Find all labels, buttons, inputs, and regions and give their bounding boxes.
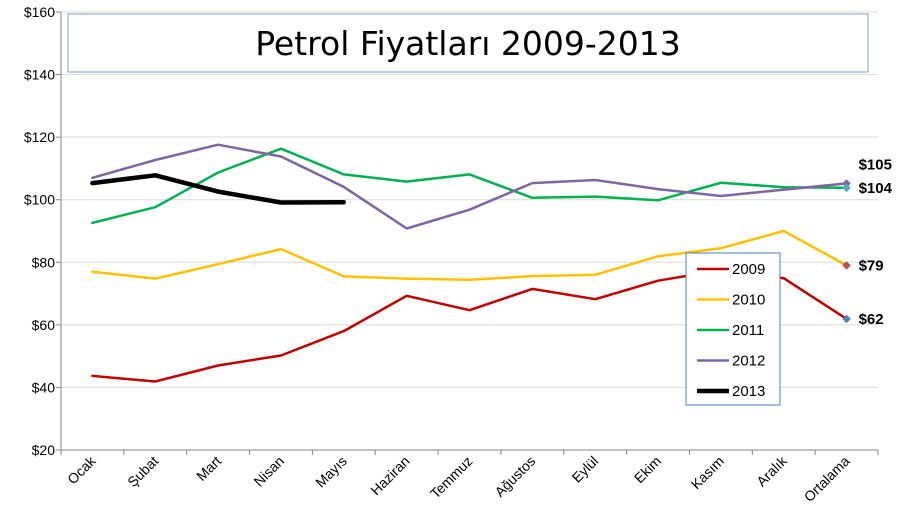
y-tick-label: $160 [24,4,55,20]
average-label-2010: $79 [859,257,884,274]
average-marker-2010 [842,261,851,270]
y-tick-label: $20 [32,442,56,458]
x-tick-label: Aralık [753,452,790,489]
gridlines [61,11,878,388]
series-lines [90,143,848,383]
x-tick-labels: Ocak Şubat Mart Nisan Mayıs Haziran Temmuz Ağus… [60,450,879,505]
x-tick-label: Şubat [124,453,161,490]
y-tick-label: $60 [32,317,56,333]
legend-label-2013: 2013 [732,383,765,400]
y-tick-labels: $20 $40 $60 $80 $100 $120 $140 $160 [24,4,61,458]
legend: 2009 2010 2011 2012 2013 [685,252,781,406]
legend-label-2012: 2012 [732,353,765,370]
x-tick-label: Haziran [367,453,412,498]
legend-label-2011: 2011 [732,322,764,339]
average-label-2009: $62 [859,311,884,328]
series-line-2011 [91,147,848,225]
x-tick-label: Temmuz [427,453,476,502]
series-line-2012 [91,143,848,230]
legend-label-2009: 2009 [732,261,765,278]
x-tick-label: Eylül [569,453,602,486]
y-tick-label: $100 [24,192,55,208]
average-marker-2009 [842,314,851,324]
chart-title: Petrol Fiyatları 2009-2013 [255,24,681,63]
y-tick-label: $140 [24,67,55,83]
y-tick-label: $120 [24,129,55,145]
axes [60,12,878,451]
series-line-2013 [90,173,347,205]
average-markers: $105 $104 $79 $62 [842,156,893,328]
chart-title-box: Petrol Fiyatları 2009-2013 [67,13,869,73]
average-label-2012: $105 [859,156,892,173]
x-tick-label: Ocak [64,452,99,487]
y-tick-label: $80 [32,254,56,270]
x-tick-label: Ekim [631,453,664,486]
legend-label-2010: 2010 [732,292,765,309]
x-tick-label: Kasım [688,453,727,492]
x-tick-label: Mart [193,453,224,484]
x-tick-label: Mayıs [312,453,350,491]
x-tick-label: Ağustos [491,453,538,500]
x-tick-label: Ortalama [801,453,853,505]
x-tick-label: Nisan [250,453,287,490]
y-tick-label: $40 [32,379,56,395]
average-label-2011: $104 [859,180,893,197]
series-line-2010 [91,229,848,282]
title-frame [67,13,869,73]
